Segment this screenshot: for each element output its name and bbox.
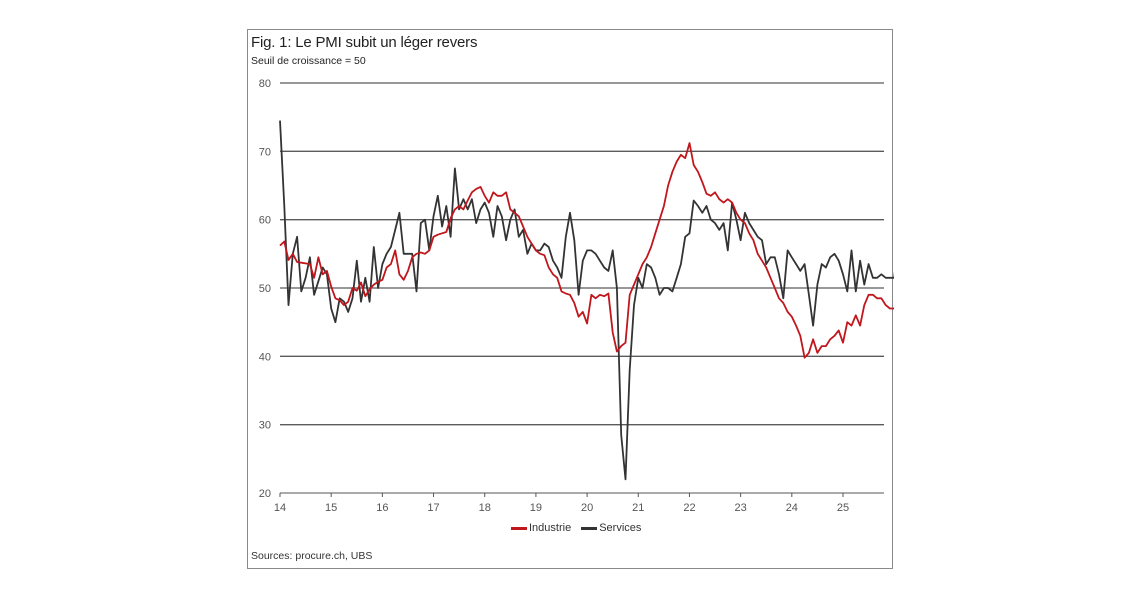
x-axis: 14 15 16 17 18 19 20 21 22 23 24 25 <box>274 493 849 514</box>
x-tick-label-18: 18 <box>479 502 491 514</box>
chart-subtitle: Seuil de croissance = 50 <box>251 55 366 67</box>
legend-swatch-services <box>581 526 598 530</box>
x-tick-label-19: 19 <box>530 502 542 514</box>
legend-label-industrie: Industrie <box>529 522 572 534</box>
series-lines <box>279 120 894 481</box>
series-line-industrie <box>279 142 894 359</box>
x-tick-label-17: 17 <box>427 502 439 514</box>
gridlines <box>280 82 884 494</box>
x-tick-label-23: 23 <box>735 502 747 514</box>
y-tick-label-30: 30 <box>259 420 271 432</box>
y-tick-label-40: 40 <box>259 351 271 363</box>
x-tick-label-25: 25 <box>837 502 849 514</box>
y-tick-label-60: 60 <box>259 215 271 227</box>
x-tick-label-20: 20 <box>581 502 593 514</box>
x-tick-label-21: 21 <box>632 502 644 514</box>
line-chart: 20 30 40 50 60 70 80 14 15 16 17 18 19 20 21 22 23 24 25 <box>259 78 894 514</box>
x-tick-label-24: 24 <box>786 502 798 514</box>
legend-swatch-industrie <box>511 526 527 530</box>
chart-title: Fig. 1: Le PMI subit un léger revers <box>251 34 478 51</box>
series-line-services <box>279 120 894 481</box>
source-note: Sources: procure.ch, UBS <box>251 550 373 562</box>
x-tick-label-16: 16 <box>376 502 388 514</box>
y-tick-label-70: 70 <box>259 146 271 158</box>
x-tick-label-22: 22 <box>683 502 695 514</box>
legend-label-services: Services <box>599 522 642 534</box>
y-tick-label-50: 50 <box>259 283 271 295</box>
x-tick-label-14: 14 <box>274 502 286 514</box>
y-axis-ticks: 20 30 40 50 60 70 80 <box>259 78 271 500</box>
chart-frame: Fig. 1: Le PMI subit un léger revers Seu… <box>247 29 894 569</box>
y-tick-label-20: 20 <box>259 488 271 500</box>
legend: Industrie Services <box>511 522 641 534</box>
y-tick-label-80: 80 <box>259 78 271 90</box>
x-tick-label-15: 15 <box>325 502 337 514</box>
